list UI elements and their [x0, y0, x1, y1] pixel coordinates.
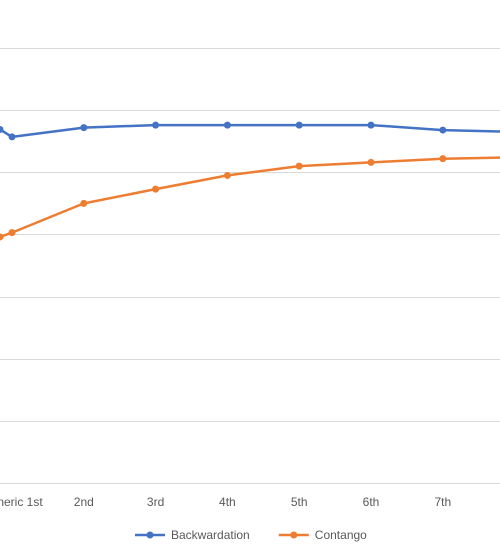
- series-backwardation: [0, 121, 500, 141]
- data-point: [295, 162, 303, 170]
- data-point: [223, 171, 231, 179]
- legend-label: Contango: [315, 528, 367, 542]
- data-point: [295, 121, 303, 129]
- data-point: [367, 121, 375, 129]
- data-point: [0, 233, 4, 241]
- data-point: [80, 199, 88, 207]
- series-layer: [0, 121, 500, 241]
- x-tick-label: 4th: [219, 495, 236, 509]
- data-point: [439, 155, 447, 163]
- x-tick-label: 2nd: [74, 495, 94, 509]
- series-line: [0, 156, 500, 239]
- data-point: [223, 121, 231, 129]
- data-point: [152, 121, 160, 129]
- x-tick-label: Generic 1st: [0, 495, 43, 509]
- x-tick-labels: Generic 1st2nd3rd4th5th6th7th8th: [0, 495, 451, 509]
- data-point: [439, 126, 447, 134]
- legend-label: Backwardation: [171, 528, 250, 542]
- legend: Backwardation Contango: [135, 528, 367, 542]
- x-tick-label: 3rd: [147, 495, 164, 509]
- x-tick-label: 6th: [363, 495, 380, 509]
- data-point: [8, 133, 16, 141]
- data-point: [367, 158, 375, 166]
- data-point: [80, 124, 88, 132]
- legend-marker: [290, 531, 298, 539]
- data-point: [152, 185, 160, 193]
- series-line: [0, 123, 500, 139]
- legend-marker: [146, 531, 154, 539]
- legend-item-backwardation: Backwardation: [135, 528, 250, 542]
- data-point: [8, 229, 16, 237]
- gridlines: [0, 48, 500, 422]
- x-tick-label: 7th: [434, 495, 451, 509]
- data-point: [0, 125, 4, 133]
- x-tick-label: 5th: [291, 495, 308, 509]
- series-contango: [0, 155, 500, 241]
- legend-item-contango: Contango: [278, 528, 367, 542]
